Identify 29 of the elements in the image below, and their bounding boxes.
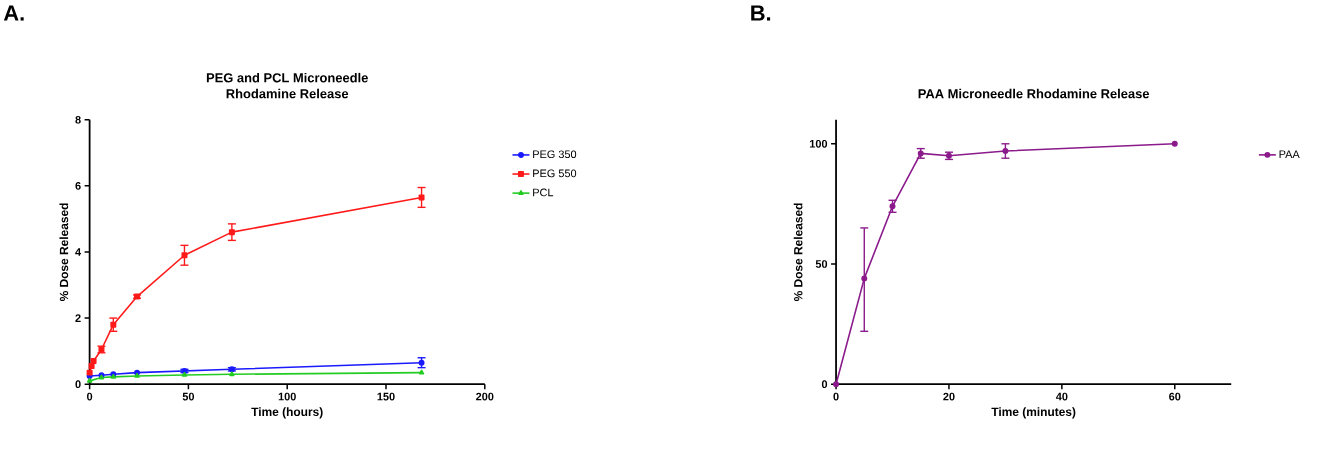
y-tick-label: 50 — [815, 260, 828, 268]
y-axis-title: % Dose Released — [793, 203, 803, 302]
x-tick-label: 40 — [1055, 392, 1068, 401]
y-tick-label: 8 — [75, 115, 81, 124]
text: A. — [3, 5, 24, 21]
x-tick-label: 20 — [943, 392, 955, 401]
y-tick-label: 4 — [75, 248, 82, 256]
y-tick-label: 100 — [809, 139, 828, 148]
chart-title: PEG and PCL Microneedle Rhodamine Release — [206, 72, 368, 99]
text: B. — [751, 5, 771, 21]
x-tick-label: 0 — [833, 392, 839, 401]
x-axis-title: Time (hours) — [251, 407, 323, 419]
legend-label: PAA — [1279, 150, 1300, 158]
x-tick-label: 200 — [476, 392, 494, 401]
x-tick-label: 100 — [278, 392, 296, 401]
y-axis-title: % Dose Released — [59, 203, 69, 302]
legend-label: PEG 350 — [533, 150, 577, 159]
y-tick-label: 0 — [75, 380, 81, 389]
y-tick-label: 2 — [75, 314, 81, 322]
x-tick-label: 50 — [182, 392, 195, 401]
y-tick-label: 0 — [821, 380, 828, 389]
legend-label: PCL — [533, 188, 554, 197]
chart-title: PAA Microneedle Rhodamine Release — [918, 88, 1150, 99]
x-tick-label: 0 — [87, 392, 93, 401]
x-axis-title: Time (minutes) — [991, 407, 1076, 419]
y-tick-label: 6 — [75, 181, 81, 190]
x-tick-label: 60 — [1169, 392, 1181, 401]
x-tick-label: 150 — [377, 392, 395, 401]
legend-label: PEG 550 — [533, 169, 577, 178]
